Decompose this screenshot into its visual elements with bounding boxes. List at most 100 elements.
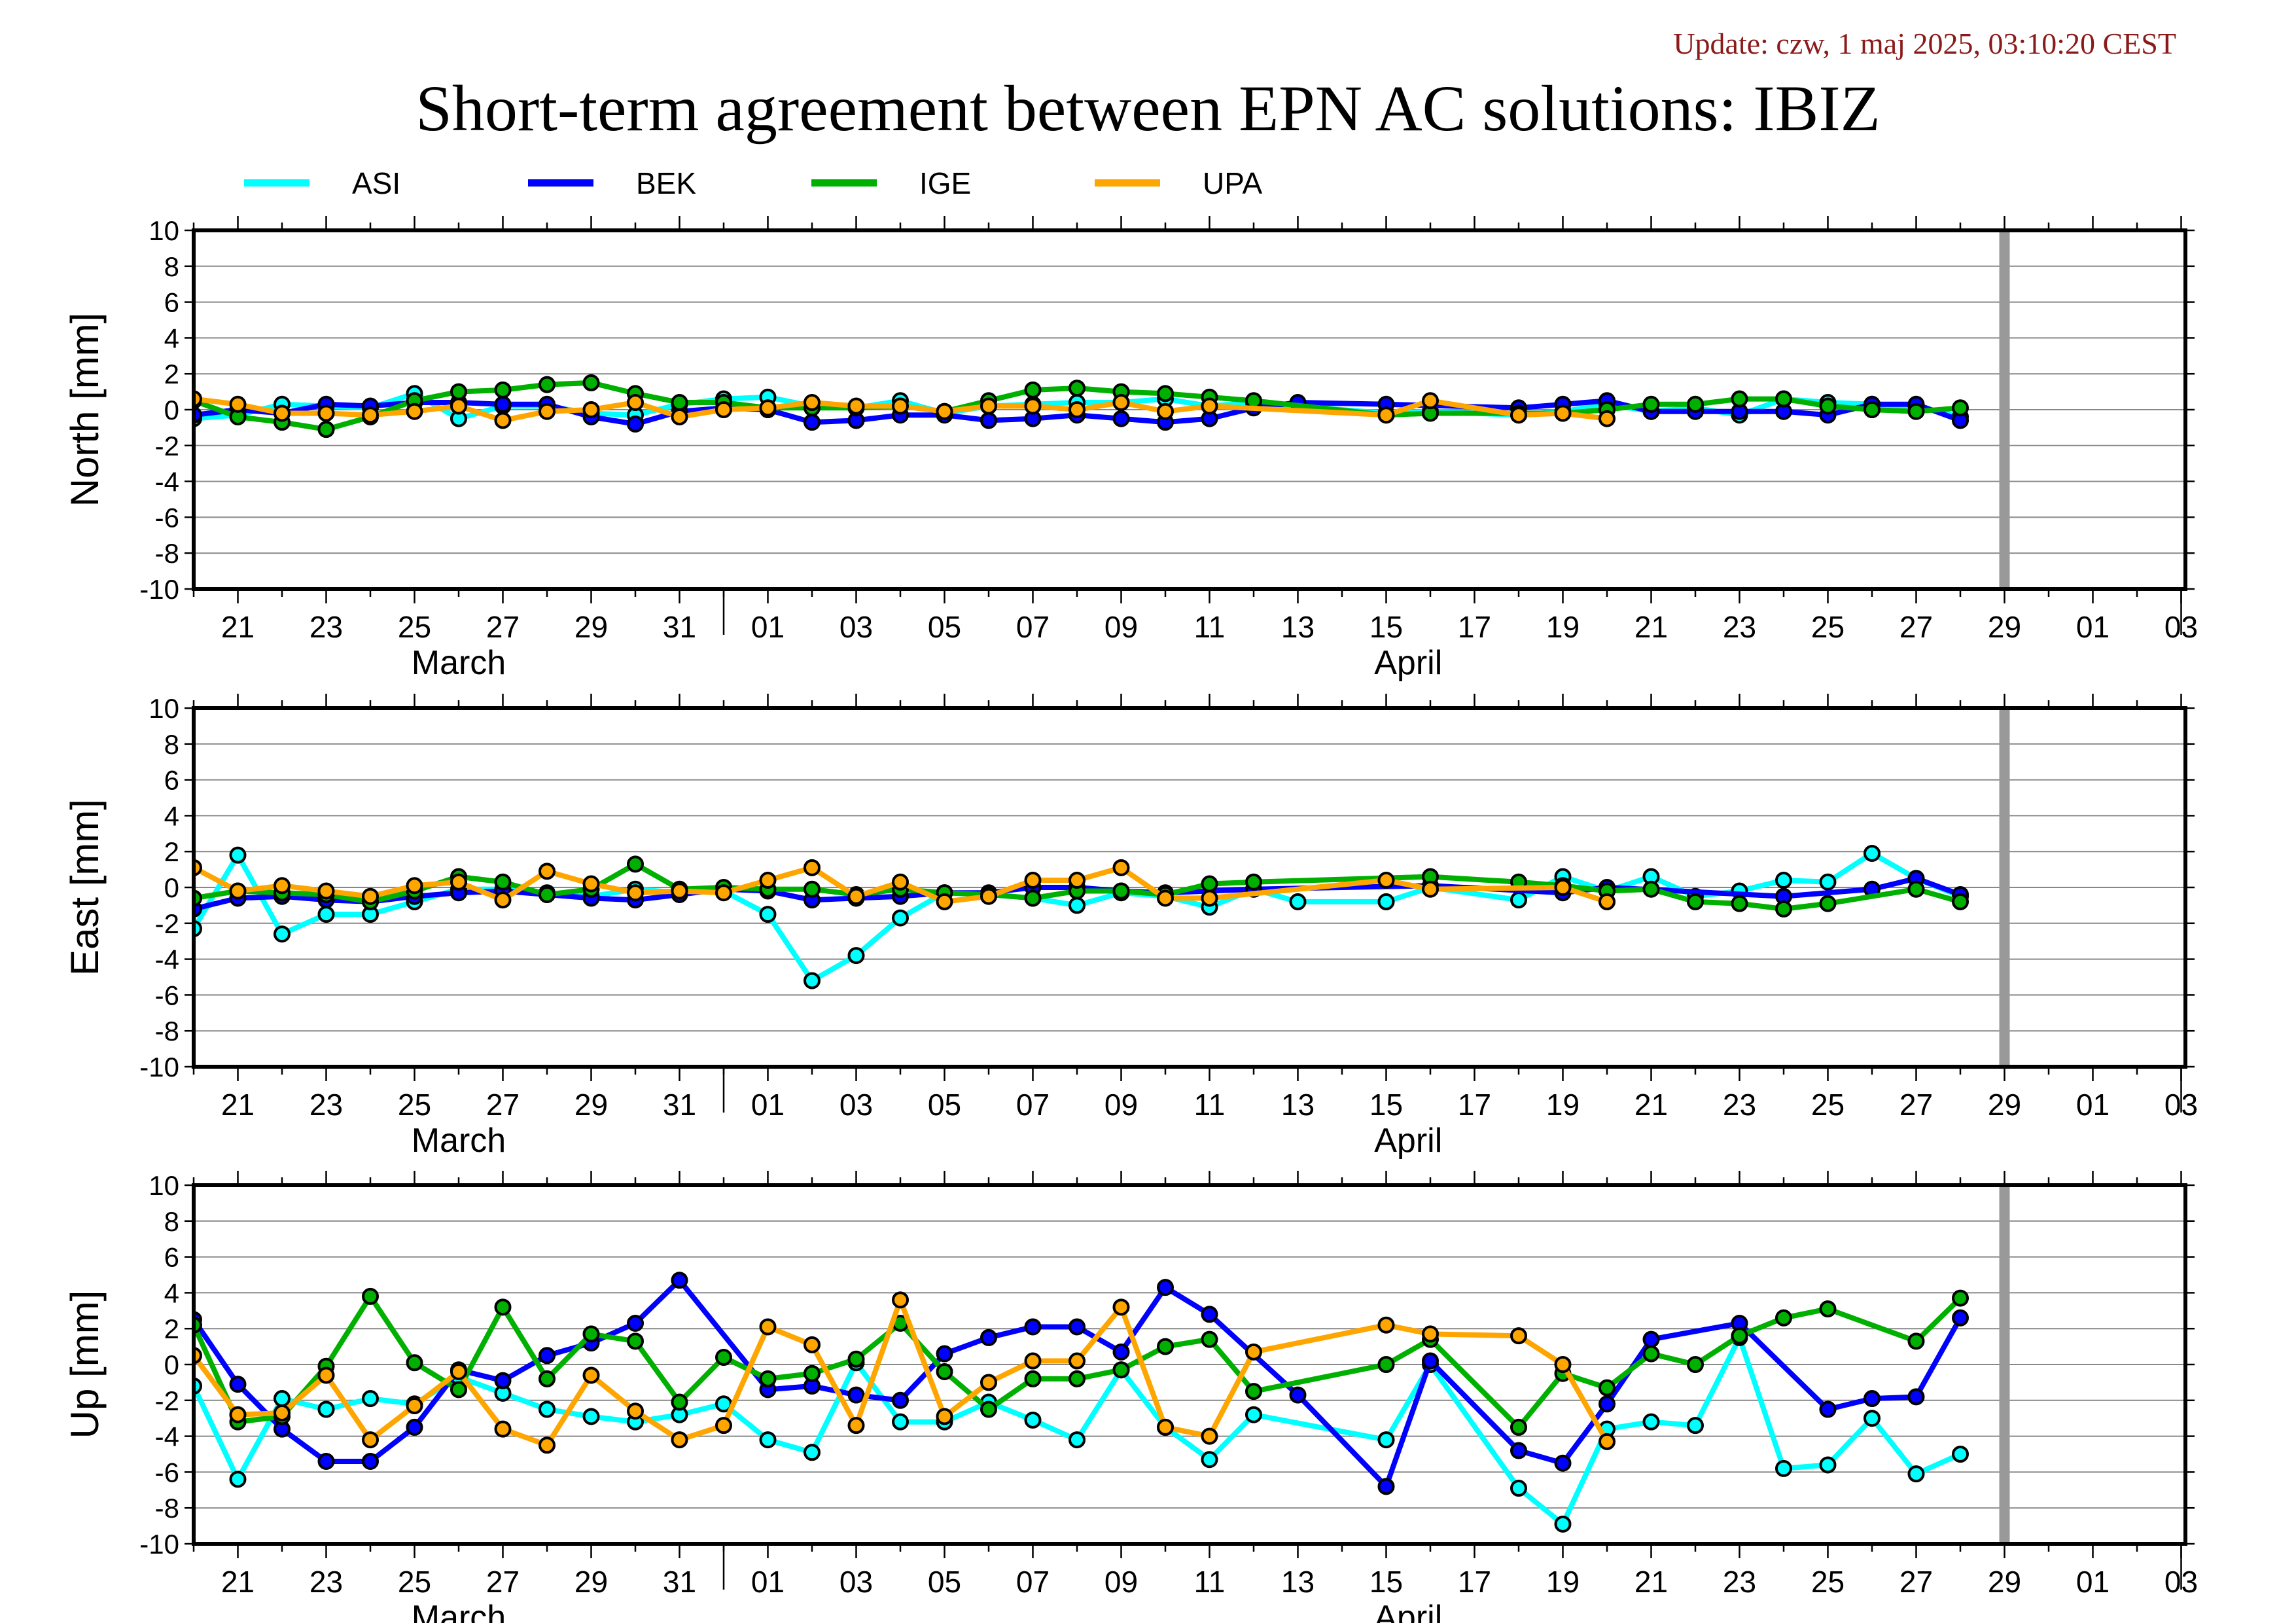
data-point-ige	[759, 1370, 777, 1387]
data-point-upa	[406, 1397, 423, 1415]
y-tick-label: -8	[155, 1493, 179, 1524]
x-tick-label: 21	[221, 610, 255, 644]
data-point-asi	[1245, 1406, 1262, 1423]
x-tick-label: 05	[928, 1565, 961, 1599]
data-point-upa	[847, 397, 865, 415]
plot-frame	[192, 1183, 2187, 1546]
y-tick-label: 2	[164, 359, 179, 389]
data-point-ige	[1069, 380, 1086, 397]
data-point-upa	[892, 1291, 909, 1309]
data-point-asi	[539, 1400, 556, 1418]
x-tick-label: 25	[1811, 1565, 1845, 1599]
x-tick-label: 29	[574, 1565, 608, 1599]
x-tick-label: 23	[1723, 610, 1756, 644]
data-point-asi	[274, 1390, 291, 1408]
data-point-bek	[980, 412, 997, 429]
data-point-ige	[1201, 875, 1218, 893]
data-point-upa	[582, 1366, 600, 1384]
data-point-upa	[274, 877, 291, 895]
data-point-bek	[229, 1376, 247, 1393]
x-tick-label: 29	[574, 1088, 608, 1122]
x-tick-label: 23	[1723, 1088, 1756, 1122]
y-tick-label: -4	[155, 944, 179, 975]
y-tick-label: -8	[155, 538, 179, 569]
data-point-ige	[1907, 402, 1925, 420]
data-point-bek	[1289, 1386, 1307, 1404]
update-timestamp: Update: czw, 1 maj 2025, 03:10:20 CEST	[1673, 27, 2176, 60]
x-tick-label: 25	[398, 1565, 431, 1599]
data-point-ige	[847, 1350, 865, 1368]
data-point-bek	[1863, 1390, 1881, 1408]
data-point-bek	[317, 1452, 335, 1470]
data-point-ige	[1819, 397, 1837, 415]
x-tick-label: 17	[1458, 1565, 1491, 1599]
data-point-upa	[1510, 406, 1527, 424]
data-point-upa	[406, 402, 423, 420]
data-point-bek	[1069, 1318, 1086, 1336]
data-point-upa	[936, 402, 953, 420]
data-point-ige	[1907, 1332, 1925, 1350]
series-line-upa	[194, 1297, 1610, 1448]
x-tick-label: 25	[398, 1088, 431, 1122]
data-point-ige	[539, 885, 556, 903]
x-tick-label: 15	[1369, 1088, 1403, 1122]
y-tick-label: -6	[155, 502, 179, 533]
x-tick-label: 19	[1546, 1565, 1580, 1599]
data-point-bek	[671, 1272, 688, 1289]
legend-swatch-asi	[244, 179, 309, 187]
x-tick-label: 21	[1634, 1088, 1668, 1122]
y-tick-label: 10	[149, 215, 179, 246]
y-tick-label: 0	[164, 1349, 179, 1380]
chart-title: Short-term agreement between EPN AC solu…	[415, 72, 1881, 145]
data-point-upa	[980, 397, 997, 415]
y-tick-label: 8	[164, 1206, 179, 1237]
x-tick-label: 23	[309, 610, 343, 644]
y-tick-label: 6	[164, 287, 179, 318]
legend-label-ige: IGE	[919, 166, 972, 200]
data-point-upa	[892, 873, 909, 891]
data-point-upa	[1377, 872, 1395, 889]
data-point-upa	[1554, 879, 1572, 896]
y-tick-label: 10	[149, 1170, 179, 1201]
data-point-asi	[804, 972, 821, 990]
data-point-bek	[539, 1347, 556, 1364]
x-tick-label: 03	[839, 1088, 873, 1122]
x-tick-label: 13	[1281, 610, 1315, 644]
data-point-upa	[1554, 1356, 1572, 1373]
data-point-ige	[1952, 893, 1969, 910]
data-point-asi	[1510, 1480, 1527, 1497]
data-point-upa	[582, 401, 600, 418]
data-point-asi	[1952, 1446, 1969, 1463]
month-label: March	[412, 1599, 506, 1623]
legend-swatch-bek	[528, 179, 593, 187]
data-point-ige	[1024, 1370, 1042, 1387]
data-point-ige	[1642, 1345, 1660, 1363]
data-point-ige	[804, 880, 821, 898]
data-point-upa	[450, 397, 467, 415]
panel-east: -10 -8 -6 -4 -2 0 2 4 6 8 10 East [mm] 21 23 25 27 29 31 0…	[63, 693, 2198, 1160]
data-point-asi	[1642, 1413, 1660, 1431]
month-label: March	[412, 1122, 506, 1160]
data-point-bek	[936, 1345, 953, 1363]
data-point-upa	[627, 394, 644, 412]
data-point-upa	[450, 1363, 467, 1380]
x-tick-label: 23	[1723, 1565, 1756, 1599]
data-point-upa	[362, 887, 379, 905]
data-point-asi	[1377, 1431, 1395, 1449]
data-point-asi	[1024, 1411, 1042, 1429]
x-tick-label: 01	[751, 1565, 785, 1599]
x-tick-label: 27	[486, 610, 520, 644]
x-tick-label: 17	[1458, 1088, 1491, 1122]
data-point-upa	[494, 1420, 512, 1438]
data-point-bek	[1024, 1318, 1042, 1336]
data-point-upa	[980, 887, 997, 905]
y-tick-label: -2	[155, 431, 179, 461]
data-point-upa	[627, 884, 644, 902]
y-tick-label: 8	[164, 729, 179, 760]
x-tick-label: 29	[1988, 1088, 2021, 1122]
data-point-upa	[229, 1406, 247, 1423]
data-point-ige	[406, 1354, 423, 1372]
data-point-upa	[317, 404, 335, 422]
data-point-asi	[274, 925, 291, 943]
data-point-ige	[1687, 1356, 1704, 1373]
